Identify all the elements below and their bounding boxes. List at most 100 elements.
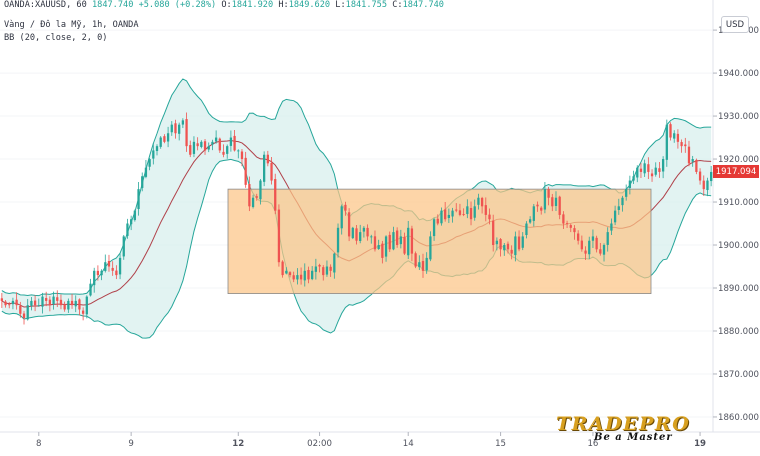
candle-body bbox=[473, 206, 476, 218]
candle-body bbox=[436, 218, 439, 224]
candle-body bbox=[93, 270, 96, 286]
candle-body bbox=[200, 141, 203, 147]
candle bbox=[676, 129, 680, 149]
candle-body bbox=[469, 207, 473, 220]
indicator-legend[interactable]: BB (20, close, 2, 0) bbox=[4, 33, 108, 43]
candle-body bbox=[698, 171, 702, 181]
candle-body bbox=[226, 146, 229, 154]
candle bbox=[654, 162, 657, 177]
candle-body bbox=[684, 144, 687, 147]
zone-rect bbox=[227, 188, 652, 294]
candle bbox=[373, 230, 377, 252]
candle-body bbox=[56, 297, 59, 301]
candle-body bbox=[137, 189, 140, 210]
candle-body bbox=[632, 176, 635, 181]
candle-body bbox=[499, 239, 502, 250]
candle bbox=[429, 231, 432, 262]
candle bbox=[691, 155, 694, 167]
candle-body bbox=[451, 210, 454, 217]
candle-body bbox=[259, 180, 262, 200]
candle-body bbox=[218, 138, 221, 151]
candle-body bbox=[152, 150, 155, 159]
candle-body bbox=[351, 227, 354, 239]
low-label: L: bbox=[335, 0, 346, 10]
candle bbox=[525, 221, 528, 239]
currency-button[interactable]: USD bbox=[721, 16, 749, 33]
candle bbox=[141, 172, 144, 192]
candle-body bbox=[495, 240, 499, 245]
candle bbox=[440, 207, 443, 226]
candle-body bbox=[710, 171, 713, 182]
candle bbox=[100, 269, 103, 281]
candle bbox=[192, 136, 196, 158]
time-axis[interactable]: 8 9 12 02:00 14 15 16 19 bbox=[36, 432, 706, 449]
candle bbox=[584, 246, 587, 260]
candle-body bbox=[292, 275, 295, 280]
candle bbox=[122, 234, 125, 260]
candle-body bbox=[85, 296, 88, 315]
candle bbox=[377, 239, 380, 250]
candle bbox=[347, 208, 351, 242]
candle bbox=[455, 203, 458, 213]
candle-body bbox=[366, 227, 369, 237]
candle-body bbox=[591, 236, 595, 241]
candle bbox=[307, 266, 310, 284]
x-tick-label: 8 bbox=[36, 439, 41, 449]
candle-body bbox=[429, 236, 432, 260]
candle bbox=[329, 264, 332, 277]
candle-body bbox=[440, 210, 443, 224]
candle-body bbox=[388, 234, 391, 250]
candle bbox=[617, 198, 620, 215]
candle bbox=[573, 225, 576, 240]
candle-body bbox=[322, 267, 325, 276]
candle-body bbox=[81, 310, 85, 314]
candle-body bbox=[466, 206, 469, 215]
band-fill bbox=[1, 78, 712, 339]
candle bbox=[159, 136, 162, 149]
candle bbox=[344, 201, 347, 216]
candle bbox=[403, 232, 406, 255]
candle-body bbox=[514, 236, 517, 256]
candle-body bbox=[285, 270, 288, 274]
x-tick-label: 9 bbox=[128, 439, 133, 449]
candle-body bbox=[262, 154, 266, 182]
candle-body bbox=[63, 304, 66, 310]
candle-body bbox=[580, 240, 583, 250]
candle bbox=[647, 157, 650, 180]
candle bbox=[211, 139, 214, 151]
candle bbox=[599, 242, 602, 256]
candle-body bbox=[274, 179, 277, 211]
candle bbox=[414, 251, 417, 269]
candle-body bbox=[558, 196, 561, 215]
open-label: O: bbox=[221, 0, 232, 10]
candle bbox=[639, 163, 643, 178]
candle bbox=[462, 208, 465, 217]
candle bbox=[251, 194, 255, 209]
candle bbox=[166, 126, 170, 148]
candle-body bbox=[421, 261, 425, 271]
candle-body bbox=[115, 270, 118, 276]
candle bbox=[632, 170, 635, 185]
candle-body bbox=[347, 212, 351, 237]
price-axis[interactable]: 1950.0001940.0001930.0001920.0001910.000… bbox=[713, 26, 759, 423]
candle-body bbox=[484, 205, 487, 215]
candle-body bbox=[74, 300, 77, 307]
candle-body bbox=[67, 300, 70, 310]
candle-body bbox=[196, 143, 199, 147]
candle-body bbox=[336, 227, 340, 253]
candle-body bbox=[141, 176, 144, 188]
price-change: +5.080 (+0.28%) bbox=[138, 0, 217, 10]
symbol-header: OANDA:XAUUSD, 60 1847.740 +5.080 (+0.28%… bbox=[4, 0, 444, 10]
candle bbox=[296, 268, 299, 285]
candle bbox=[15, 292, 18, 310]
candle-body bbox=[318, 264, 321, 267]
candle bbox=[484, 197, 487, 222]
candle bbox=[148, 158, 151, 171]
candle bbox=[658, 162, 661, 178]
candle-body bbox=[676, 133, 680, 142]
candle bbox=[410, 225, 414, 262]
candle bbox=[4, 300, 7, 308]
candle bbox=[499, 238, 502, 257]
candle bbox=[444, 202, 447, 222]
